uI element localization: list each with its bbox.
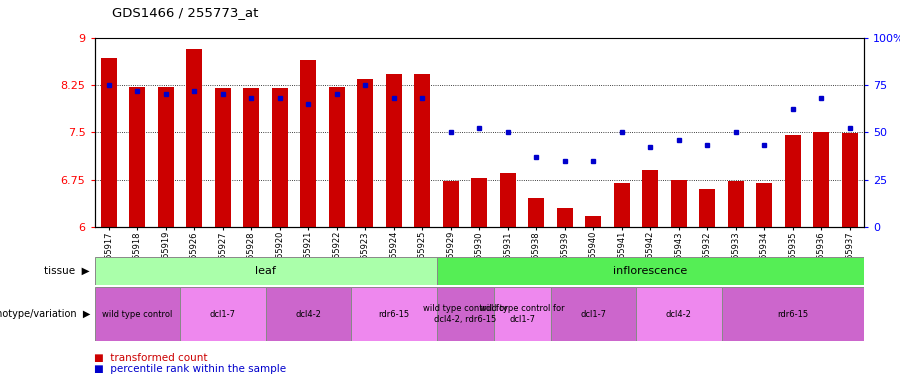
Bar	[158, 87, 174, 227]
Bar	[814, 132, 829, 227]
Text: ■  transformed count: ■ transformed count	[94, 352, 208, 363]
Text: genotype/variation  ▶: genotype/variation ▶	[0, 309, 90, 319]
Text: rdr6-15: rdr6-15	[378, 310, 410, 319]
Bar	[551, 287, 636, 341]
Bar	[443, 182, 459, 227]
Bar	[266, 287, 351, 341]
Bar	[436, 287, 493, 341]
Bar	[243, 88, 259, 227]
Bar	[699, 189, 716, 227]
Bar	[785, 135, 801, 227]
Text: dcl1-7: dcl1-7	[580, 310, 607, 319]
Text: ■  percentile rank within the sample: ■ percentile rank within the sample	[94, 364, 286, 374]
Bar	[101, 58, 117, 227]
Text: dcl4-2: dcl4-2	[666, 310, 692, 319]
Bar	[670, 180, 687, 227]
Text: wild type control for
dcl4-2, rdr6-15: wild type control for dcl4-2, rdr6-15	[423, 304, 508, 324]
Bar	[436, 257, 864, 285]
Text: dcl4-2: dcl4-2	[295, 310, 321, 319]
Bar	[842, 134, 858, 227]
Bar	[94, 257, 436, 285]
Text: dcl1-7: dcl1-7	[210, 310, 236, 319]
Bar	[186, 49, 202, 227]
Bar	[636, 287, 722, 341]
Text: leaf: leaf	[255, 266, 276, 276]
Bar	[493, 287, 551, 341]
Bar	[215, 88, 230, 227]
Bar	[722, 287, 864, 341]
Bar	[500, 173, 516, 227]
Bar	[351, 287, 436, 341]
Bar	[414, 74, 430, 227]
Bar	[643, 170, 658, 227]
Text: tissue  ▶: tissue ▶	[44, 266, 90, 276]
Bar	[585, 216, 601, 227]
Text: inflorescence: inflorescence	[613, 266, 688, 276]
Bar	[472, 178, 487, 227]
Bar	[557, 208, 572, 227]
Bar	[386, 74, 401, 227]
Bar	[130, 87, 145, 227]
Text: wild type control: wild type control	[102, 310, 173, 319]
Text: rdr6-15: rdr6-15	[778, 310, 808, 319]
Bar	[301, 60, 316, 227]
Bar	[94, 287, 180, 341]
Bar	[528, 198, 544, 227]
Bar	[614, 183, 630, 227]
Bar	[756, 183, 772, 227]
Bar	[357, 78, 374, 227]
Bar	[728, 182, 743, 227]
Bar	[272, 88, 288, 227]
Bar	[328, 87, 345, 227]
Text: wild type control for
dcl1-7: wild type control for dcl1-7	[480, 304, 564, 324]
Bar	[180, 287, 266, 341]
Text: GDS1466 / 255773_at: GDS1466 / 255773_at	[112, 6, 259, 19]
